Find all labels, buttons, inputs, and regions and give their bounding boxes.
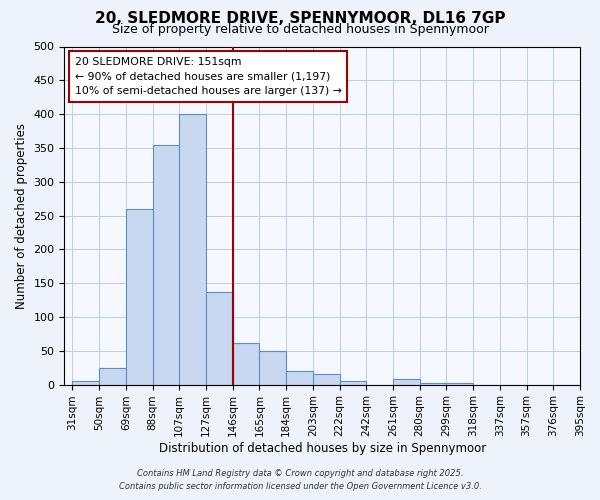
Text: 20, SLEDMORE DRIVE, SPENNYMOOR, DL16 7GP: 20, SLEDMORE DRIVE, SPENNYMOOR, DL16 7GP [95, 11, 505, 26]
Bar [233, 342, 259, 384]
Text: 20 SLEDMORE DRIVE: 151sqm
← 90% of detached houses are smaller (1,197)
10% of se: 20 SLEDMORE DRIVE: 151sqm ← 90% of detac… [75, 56, 341, 96]
Bar [286, 371, 313, 384]
Bar [420, 383, 446, 384]
Bar [206, 292, 233, 384]
Text: Contains HM Land Registry data © Crown copyright and database right 2025.
Contai: Contains HM Land Registry data © Crown c… [119, 470, 481, 491]
Text: Size of property relative to detached houses in Spennymoor: Size of property relative to detached ho… [112, 22, 488, 36]
X-axis label: Distribution of detached houses by size in Spennymoor: Distribution of detached houses by size … [158, 442, 486, 455]
Bar [73, 381, 99, 384]
Bar [446, 383, 473, 384]
Bar [259, 351, 286, 384]
Bar [313, 374, 340, 384]
Bar [126, 209, 152, 384]
Bar [393, 379, 420, 384]
Bar [179, 114, 206, 384]
Bar [340, 381, 366, 384]
Bar [152, 144, 179, 384]
Y-axis label: Number of detached properties: Number of detached properties [15, 122, 28, 308]
Bar [99, 368, 126, 384]
